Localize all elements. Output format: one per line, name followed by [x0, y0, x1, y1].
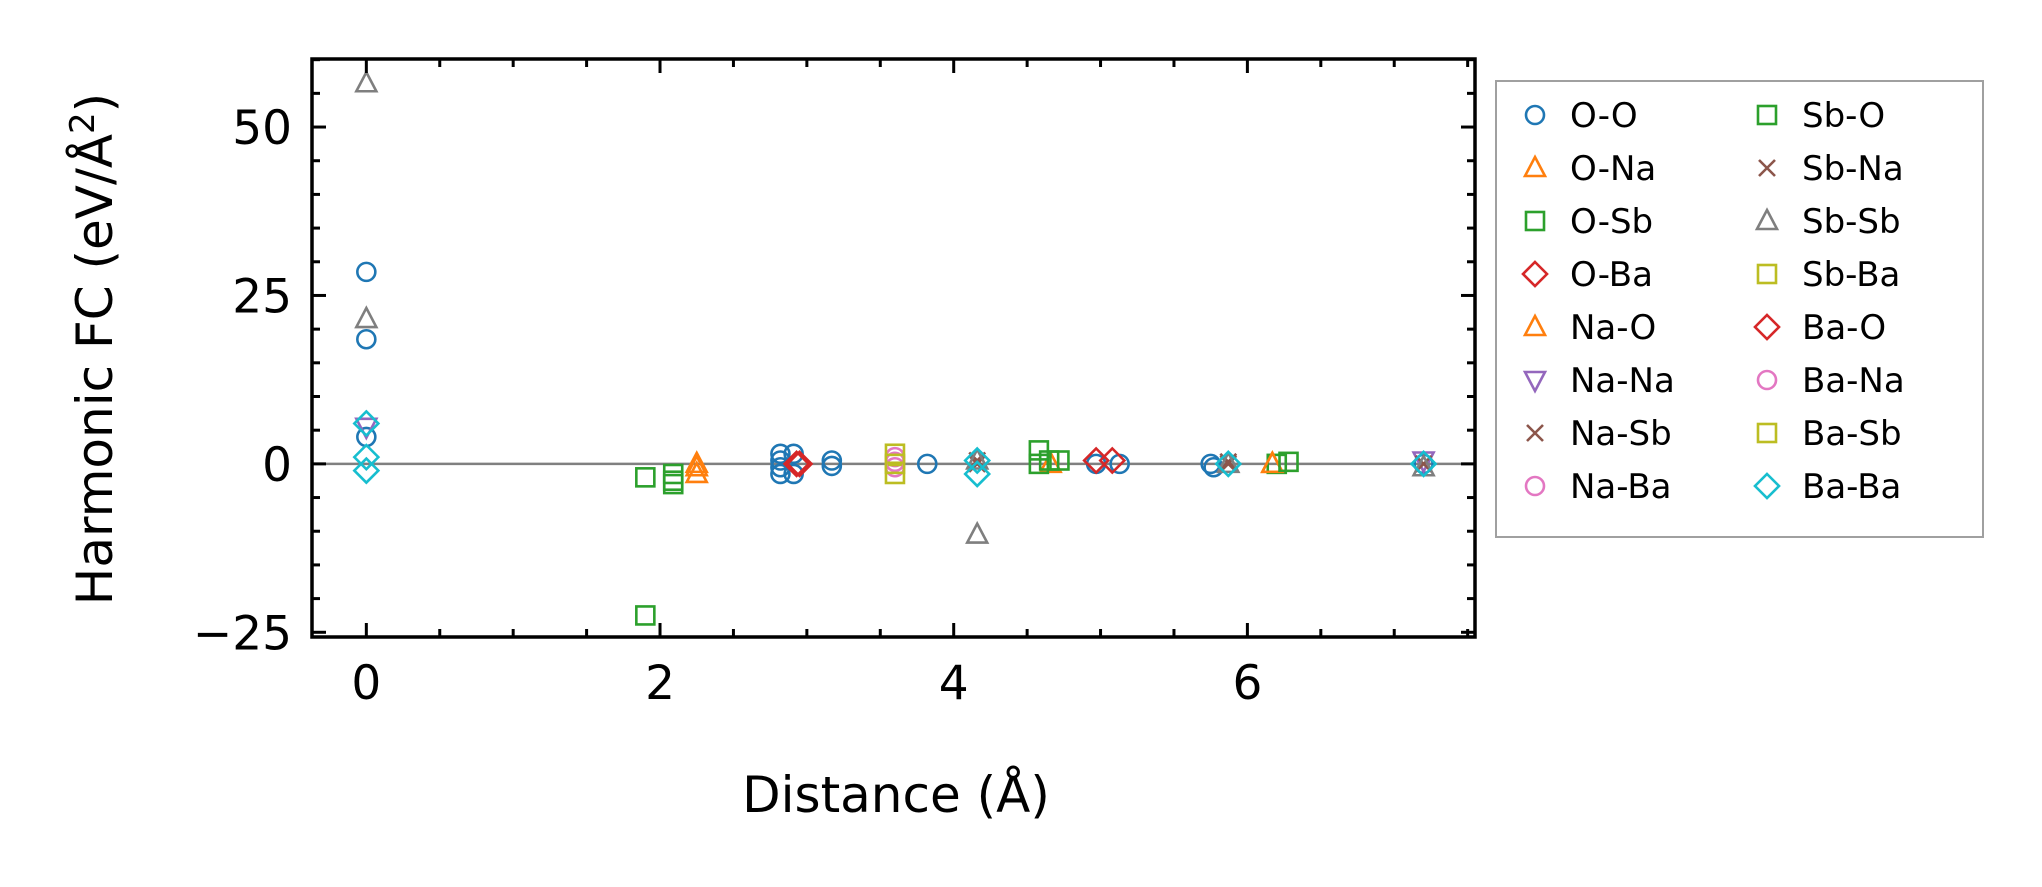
- axes-frame: [310, 57, 1477, 639]
- data-point-o-na: [1038, 450, 1063, 474]
- data-point-ba-ba: [352, 456, 381, 485]
- legend-marker-ba-o: [1753, 313, 1781, 341]
- legend-marker-na-o: [1522, 313, 1548, 337]
- data-point-sb-sb: [965, 520, 990, 544]
- data-point-o-o: [356, 261, 377, 283]
- y-tick-label: 0: [262, 438, 292, 493]
- legend-label: Na-O: [1570, 308, 1656, 348]
- x-tick-label: 2: [645, 656, 675, 711]
- legend-label: Na-Na: [1570, 361, 1675, 401]
- legend-marker-sb-na: [1758, 159, 1776, 177]
- legend-label: Ba-Sb: [1802, 414, 1902, 454]
- legend-label: Ba-Na: [1802, 361, 1905, 401]
- legend-marker-sb-ba: [1756, 263, 1778, 285]
- legend-label: Na-Ba: [1570, 467, 1672, 507]
- legend-label: O-Ba: [1570, 255, 1653, 295]
- data-point-ba-o: [785, 450, 814, 478]
- y-axis-label-main: Harmonic FC (eV/Å: [66, 134, 124, 605]
- legend-marker-o-sb: [1524, 210, 1546, 232]
- data-point-ba-ba: [963, 460, 992, 488]
- legend-label: Ba-O: [1802, 308, 1886, 348]
- x-axis-label: Distance (Å): [742, 766, 1050, 824]
- x-tick-label: 4: [939, 656, 969, 711]
- data-point-ba-ba: [1214, 450, 1243, 478]
- legend-marker-ba-ba: [1753, 472, 1781, 500]
- legend-marker-na-sb: [1526, 424, 1544, 442]
- data-point-o-o: [770, 463, 791, 485]
- data-point-sb-sb: [965, 446, 990, 470]
- data-point-ba-ba: [352, 409, 381, 438]
- y-tick-label: 50: [232, 101, 292, 156]
- y-tick-label: −25: [193, 606, 292, 661]
- legend-label: Sb-Na: [1802, 149, 1904, 189]
- data-point-o-o: [821, 450, 843, 471]
- legend-label: Na-Sb: [1570, 414, 1672, 454]
- data-point-o-o: [916, 453, 938, 475]
- data-point-ba-ba: [352, 443, 381, 471]
- legend-label: Sb-Sb: [1802, 202, 1901, 242]
- legend-marker-sb-o: [1756, 104, 1778, 126]
- legend-box: [1495, 80, 1984, 538]
- y-axis-label-end: ): [66, 93, 124, 113]
- y-axis-label-sup: 2: [63, 112, 103, 134]
- legend-marker-o-o: [1524, 104, 1546, 126]
- data-point-na-na: [354, 417, 379, 441]
- data-point-o-sb: [635, 467, 656, 488]
- x-tick-label: 0: [351, 656, 381, 711]
- data-point-ba-o: [1098, 446, 1127, 475]
- legend-marker-ba-na: [1756, 369, 1778, 391]
- data-point-sb-sb: [1216, 450, 1241, 474]
- legend-label: O-O: [1570, 96, 1638, 136]
- data-point-ba-ba: [1409, 450, 1438, 478]
- legend-marker-o-na: [1522, 154, 1548, 178]
- legend-label: O-Na: [1570, 149, 1656, 189]
- data-point-sb-sb: [354, 69, 379, 93]
- data-point-ba-sb: [884, 453, 906, 475]
- data-point-ba-ba: [963, 446, 992, 475]
- data-point-o-sb: [635, 605, 656, 626]
- y-axis-label: Harmonic FC (eV/Å2): [63, 93, 124, 605]
- data-point-sb-o: [1278, 451, 1299, 473]
- data-point-o-o: [356, 328, 377, 350]
- legend-marker-ba-sb: [1756, 422, 1778, 444]
- data-point-o-o: [1200, 453, 1221, 475]
- x-tick-label: 6: [1232, 656, 1262, 711]
- data-point-o-na: [684, 460, 709, 484]
- legend-label: Sb-Ba: [1802, 255, 1900, 295]
- data-point-na-o: [1260, 450, 1285, 474]
- plot-area: [312, 69, 1475, 626]
- data-point-o-ba: [782, 450, 811, 478]
- data-point-o-na: [684, 450, 709, 474]
- legend-marker-na-na: [1522, 370, 1548, 394]
- data-point-o-o: [770, 443, 791, 465]
- legend: O-O O-Na O-Sb O-Ba Na-O Na-Na Na-Sb Na-Ba Sb-O Sb…: [1495, 80, 1984, 538]
- legend-marker-sb-sb: [1754, 207, 1780, 231]
- data-point-sb-sb: [354, 305, 379, 329]
- data-point-o-o: [821, 455, 843, 477]
- legend-marker-o-ba: [1521, 260, 1549, 288]
- legend-label: Ba-Ba: [1802, 467, 1901, 507]
- y-tick-label: 25: [232, 269, 292, 324]
- legend-label: Sb-O: [1802, 96, 1885, 136]
- data-point-sb-o: [662, 470, 684, 492]
- data-point-na-o: [684, 453, 709, 477]
- data-point-sb-o: [1049, 450, 1070, 471]
- legend-marker-na-ba: [1524, 475, 1546, 497]
- legend-label: O-Sb: [1570, 202, 1653, 242]
- axes: 0 2 4 6 50 25 0 −25: [193, 57, 1477, 711]
